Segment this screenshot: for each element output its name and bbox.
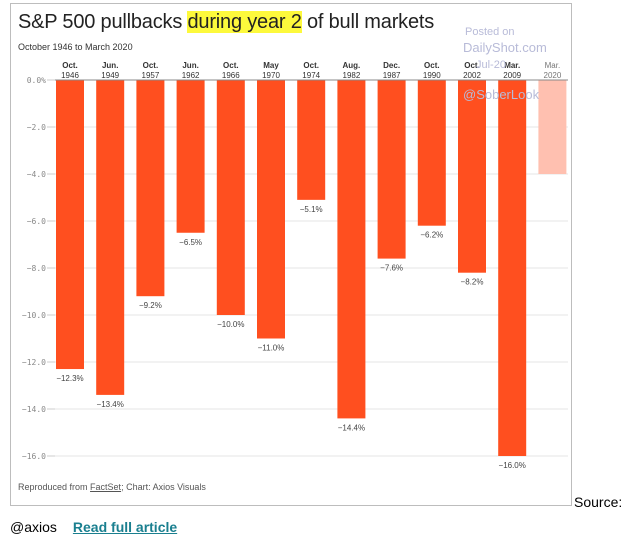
- source-label: Source:: [574, 494, 623, 510]
- y-tick-label: −12.0: [22, 358, 46, 367]
- factset-link[interactable]: FactSet: [90, 482, 122, 492]
- bar: [417, 80, 446, 226]
- chart-subtitle: October 1946 to March 2020: [18, 42, 133, 52]
- y-tick-label: −6.0: [27, 217, 46, 226]
- data-label: −8.2%: [461, 278, 484, 287]
- bar-current: [538, 80, 567, 174]
- data-label: −6.2%: [420, 231, 443, 240]
- bar: [136, 80, 165, 297]
- data-label: −10.0%: [217, 320, 244, 329]
- title-highlight: during year 2: [187, 11, 302, 33]
- bar: [498, 80, 527, 456]
- x-label-month: Oct.: [143, 61, 159, 70]
- watermark-handle: @SoberLook: [463, 87, 540, 102]
- x-label-year: 1962: [182, 71, 200, 80]
- x-label-month: Dec.: [383, 61, 400, 70]
- x-label-month: Mar.: [545, 61, 561, 70]
- x-label-year: 1966: [222, 71, 240, 80]
- x-label-year: 1974: [302, 71, 320, 80]
- x-label-month: Mar.: [504, 61, 520, 70]
- bar: [377, 80, 406, 259]
- read-full-article-link[interactable]: Read full article: [72, 519, 178, 535]
- x-label-month: Oct.: [223, 61, 239, 70]
- data-label: −11.0%: [258, 344, 285, 353]
- x-label-month: Jun.: [102, 61, 118, 70]
- data-label: −5.1%: [300, 205, 323, 214]
- data-label: −12.3%: [56, 374, 83, 383]
- chart-title: S&P 500 pullbacks during year 2 of bull …: [18, 11, 434, 34]
- y-tick-label: −8.0: [27, 264, 46, 273]
- y-tick-label: 0.0%: [27, 76, 46, 85]
- x-label-month: Oct.: [62, 61, 78, 70]
- bar: [257, 80, 285, 339]
- y-tick-label: −2.0: [27, 123, 46, 132]
- bar: [176, 80, 205, 233]
- bar: [458, 80, 486, 273]
- x-label-year: 1949: [101, 71, 119, 80]
- data-label: −13.4%: [97, 400, 124, 409]
- credit-prefix: Reproduced from: [18, 482, 91, 492]
- data-label: −7.6%: [380, 264, 403, 273]
- x-label-month: Oct.: [464, 61, 480, 70]
- watermark-site: DailyShot.com: [463, 40, 547, 55]
- data-label: −9.2%: [139, 301, 162, 310]
- x-label-year: 1946: [61, 71, 79, 80]
- bar: [56, 80, 84, 370]
- x-label-month: Jun.: [182, 61, 198, 70]
- x-label-month: Aug.: [343, 61, 361, 70]
- credit-suffix: ; Chart: Axios Visuals: [121, 482, 206, 492]
- watermark-posted-on: Posted on: [465, 26, 515, 38]
- bar: [216, 80, 245, 315]
- x-label-year: 2009: [503, 71, 521, 80]
- attribution-line: @axios Read full article: [10, 519, 177, 535]
- x-label-year: 1982: [343, 71, 361, 80]
- x-label-year: 1957: [142, 71, 160, 80]
- x-label-year: 1990: [423, 71, 441, 80]
- bar: [96, 80, 125, 395]
- watermark-date: Jul-20: [476, 59, 506, 71]
- bar: [337, 80, 366, 419]
- source-handle: @axios: [10, 519, 57, 535]
- x-label-month: Oct.: [424, 61, 440, 70]
- x-label-year: 2002: [463, 71, 481, 80]
- bar: [297, 80, 326, 200]
- chart-credit: Reproduced from FactSet; Chart: Axios Vi…: [18, 482, 206, 492]
- x-label-year: 1970: [262, 71, 280, 80]
- x-label-year: 2020: [544, 71, 562, 80]
- y-tick-label: −10.0: [22, 311, 46, 320]
- y-tick-label: −16.0: [22, 452, 46, 461]
- x-label-month: May: [263, 61, 279, 70]
- x-label-month: Oct.: [303, 61, 319, 70]
- x-label-year: 1987: [383, 71, 401, 80]
- title-part-1: S&P 500 pullbacks: [18, 11, 188, 33]
- data-label: −14.4%: [338, 423, 365, 432]
- data-label: −16.0%: [499, 461, 526, 470]
- plot-area: 0.0% −2.0 −4.0 −6.0 −8.0 −10.0 −12.0 −14.0 −16.0…: [22, 61, 568, 470]
- chart-image: S&P 500 pullbacks during year 2 of bull …: [10, 3, 572, 506]
- title-part-3: of bull markets: [301, 11, 435, 33]
- y-tick-label: −4.0: [27, 170, 46, 179]
- y-tick-label: −14.0: [22, 405, 46, 414]
- data-label: −6.5%: [179, 238, 202, 247]
